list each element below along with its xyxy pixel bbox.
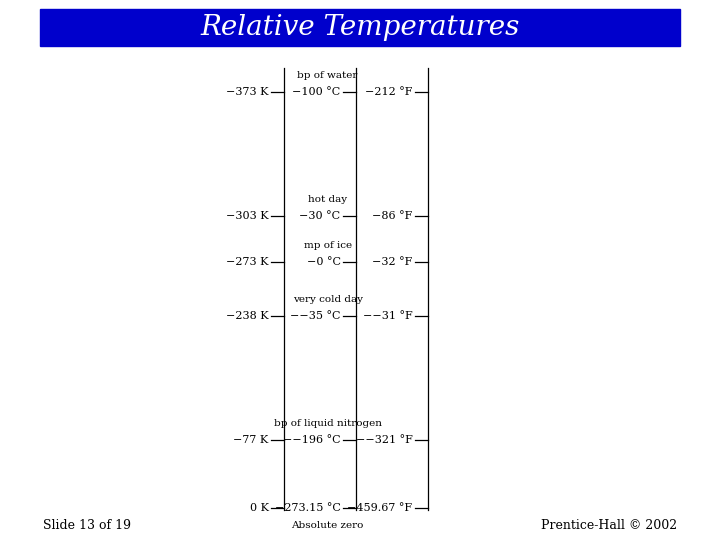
Text: very cold day: very cold day <box>292 295 363 304</box>
Text: Prentice-Hall © 2002: Prentice-Hall © 2002 <box>541 519 677 532</box>
Text: −−35 °C: −−35 °C <box>290 311 341 321</box>
Text: −273 K: −273 K <box>226 257 269 267</box>
Text: −86 °F: −86 °F <box>372 211 413 221</box>
Text: −−196 °C: −−196 °C <box>283 435 341 445</box>
Text: −373 K: −373 K <box>226 87 269 97</box>
Text: −303 K: −303 K <box>226 211 269 221</box>
Text: −100 °C: −100 °C <box>292 87 341 97</box>
Text: −238 K: −238 K <box>226 311 269 321</box>
Text: −32 °F: −32 °F <box>372 257 413 267</box>
Text: −459.67 °F: −459.67 °F <box>348 503 413 512</box>
Text: bp of liquid nitrogen: bp of liquid nitrogen <box>274 419 382 428</box>
Text: Absolute zero: Absolute zero <box>292 521 364 530</box>
Text: −−31 °F: −−31 °F <box>363 311 413 321</box>
Text: −212 °F: −212 °F <box>365 87 413 97</box>
Text: bp of water: bp of water <box>297 71 358 80</box>
Text: 0 K: 0 K <box>250 503 269 512</box>
Text: hot day: hot day <box>308 195 347 204</box>
Text: −−321 °F: −−321 °F <box>356 435 413 445</box>
Text: −30 °C: −30 °C <box>300 211 341 221</box>
Text: −0 °C: −0 °C <box>307 257 341 267</box>
Text: Slide 13 of 19: Slide 13 of 19 <box>43 519 131 532</box>
Text: Relative Temperatures: Relative Temperatures <box>200 14 520 41</box>
Text: −77 K: −77 K <box>233 435 269 445</box>
Bar <box>40 9 680 46</box>
Text: mp of ice: mp of ice <box>304 241 351 250</box>
Text: −273.15 °C: −273.15 °C <box>275 503 341 512</box>
